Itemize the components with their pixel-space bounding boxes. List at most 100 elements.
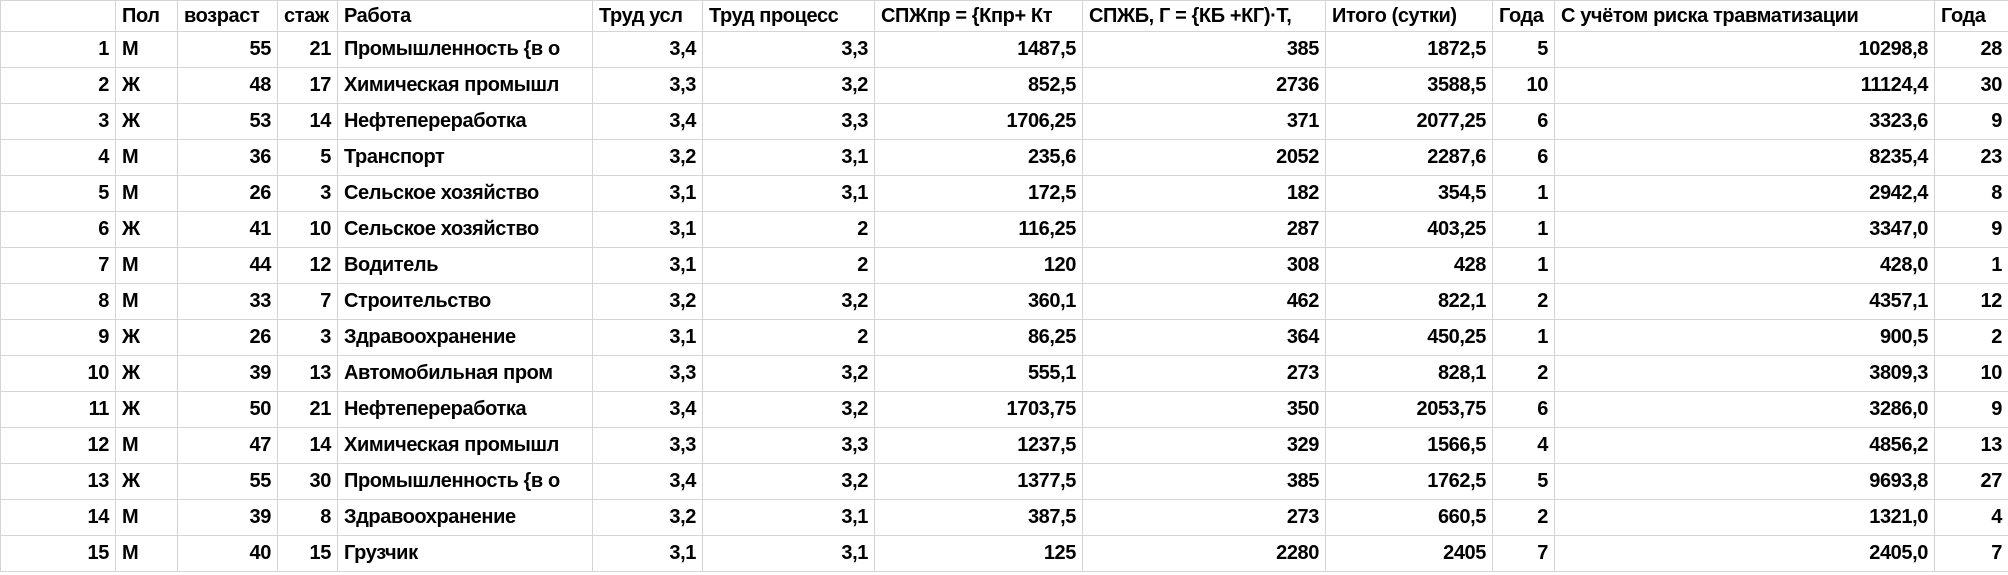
cell[interactable]: 21 bbox=[277, 391, 338, 428]
cell[interactable]: 1566,5 bbox=[1325, 427, 1493, 464]
column-header[interactable]: Труд процесс bbox=[702, 0, 875, 32]
cell[interactable]: 8235,4 bbox=[1554, 139, 1935, 176]
cell[interactable]: 2 bbox=[1934, 319, 2008, 356]
cell[interactable]: 1 bbox=[1492, 247, 1555, 284]
cell[interactable]: 2052 bbox=[1082, 139, 1326, 176]
cell[interactable]: 3,3 bbox=[702, 103, 875, 140]
cell[interactable]: 23 bbox=[1934, 139, 2008, 176]
row-number-cell[interactable]: 15 bbox=[0, 535, 116, 572]
cell[interactable]: 1 bbox=[1492, 211, 1555, 248]
cell[interactable]: 822,1 bbox=[1325, 283, 1493, 320]
cell[interactable]: 350 bbox=[1082, 391, 1326, 428]
cell[interactable]: Ж bbox=[115, 211, 178, 248]
cell[interactable]: Водитель bbox=[337, 247, 593, 284]
cell[interactable]: 3,4 bbox=[592, 103, 703, 140]
cell[interactable]: 3,1 bbox=[702, 139, 875, 176]
cell[interactable]: 3,1 bbox=[592, 211, 703, 248]
cell[interactable]: 329 bbox=[1082, 427, 1326, 464]
cell[interactable]: М bbox=[115, 247, 178, 284]
cell[interactable]: 1237,5 bbox=[874, 427, 1083, 464]
cell[interactable]: Строительство bbox=[337, 283, 593, 320]
cell[interactable]: 3,3 bbox=[592, 67, 703, 104]
cell[interactable]: 555,1 bbox=[874, 355, 1083, 392]
cell[interactable]: 182 bbox=[1082, 175, 1326, 212]
cell[interactable]: 47 bbox=[177, 427, 278, 464]
cell[interactable]: 828,1 bbox=[1325, 355, 1493, 392]
cell[interactable]: 9693,8 bbox=[1554, 463, 1935, 500]
cell[interactable]: 4357,1 bbox=[1554, 283, 1935, 320]
cell[interactable]: 41 bbox=[177, 211, 278, 248]
cell[interactable]: 4856,2 bbox=[1554, 427, 1935, 464]
cell[interactable]: 450,25 bbox=[1325, 319, 1493, 356]
cell[interactable]: 3,2 bbox=[592, 139, 703, 176]
row-number-cell[interactable]: 14 bbox=[0, 499, 116, 536]
cell[interactable]: 2053,75 bbox=[1325, 391, 1493, 428]
cell[interactable]: 3,3 bbox=[592, 427, 703, 464]
cell[interactable]: 8 bbox=[277, 499, 338, 536]
cell[interactable]: 287 bbox=[1082, 211, 1326, 248]
cell[interactable]: 6 bbox=[1492, 391, 1555, 428]
cell[interactable]: 2405 bbox=[1325, 535, 1493, 572]
cell[interactable]: 360,1 bbox=[874, 283, 1083, 320]
row-number-cell[interactable]: 12 bbox=[0, 427, 116, 464]
cell[interactable]: 3,1 bbox=[592, 319, 703, 356]
cell[interactable]: 273 bbox=[1082, 499, 1326, 536]
cell[interactable]: 2287,6 bbox=[1325, 139, 1493, 176]
cell[interactable]: 10298,8 bbox=[1554, 31, 1935, 68]
cell[interactable]: 273 bbox=[1082, 355, 1326, 392]
cell[interactable]: Ж bbox=[115, 463, 178, 500]
cell[interactable]: 2942,4 bbox=[1554, 175, 1935, 212]
cell[interactable]: Сельское хозяйство bbox=[337, 175, 593, 212]
cell[interactable]: Грузчик bbox=[337, 535, 593, 572]
cell[interactable]: 55 bbox=[177, 31, 278, 68]
column-header[interactable]: Года bbox=[1934, 0, 2008, 32]
cell[interactable]: 4 bbox=[1934, 499, 2008, 536]
cell[interactable]: 26 bbox=[177, 319, 278, 356]
cell[interactable]: 428 bbox=[1325, 247, 1493, 284]
cell[interactable]: 3323,6 bbox=[1554, 103, 1935, 140]
cell[interactable]: 26 bbox=[177, 175, 278, 212]
column-header[interactable]: стаж bbox=[277, 0, 338, 32]
cell[interactable]: 403,25 bbox=[1325, 211, 1493, 248]
cell[interactable]: 28 bbox=[1934, 31, 2008, 68]
row-number-cell[interactable]: 11 bbox=[0, 391, 116, 428]
cell[interactable]: 1 bbox=[1492, 175, 1555, 212]
cell[interactable]: 2405,0 bbox=[1554, 535, 1935, 572]
cell[interactable]: 44 bbox=[177, 247, 278, 284]
cell[interactable]: 3588,5 bbox=[1325, 67, 1493, 104]
cell[interactable]: 3,4 bbox=[592, 391, 703, 428]
cell[interactable]: 2 bbox=[1492, 283, 1555, 320]
cell[interactable]: 9 bbox=[1934, 391, 2008, 428]
cell[interactable]: Промышленность {в о bbox=[337, 31, 593, 68]
cell[interactable]: 3,2 bbox=[592, 499, 703, 536]
cell[interactable]: 39 bbox=[177, 499, 278, 536]
cell[interactable]: 2 bbox=[702, 319, 875, 356]
cell[interactable]: 2 bbox=[702, 247, 875, 284]
cell[interactable]: 1 bbox=[1934, 247, 2008, 284]
cell[interactable]: 3,2 bbox=[702, 463, 875, 500]
cell[interactable]: Ж bbox=[115, 103, 178, 140]
cell[interactable]: 14 bbox=[277, 427, 338, 464]
cell[interactable]: 13 bbox=[277, 355, 338, 392]
cell[interactable]: 2 bbox=[702, 211, 875, 248]
cell[interactable]: 6 bbox=[1492, 139, 1555, 176]
cell[interactable]: Ж bbox=[115, 67, 178, 104]
cell[interactable]: 39 bbox=[177, 355, 278, 392]
cell[interactable]: 900,5 bbox=[1554, 319, 1935, 356]
cell[interactable]: 53 bbox=[177, 103, 278, 140]
cell[interactable]: 50 bbox=[177, 391, 278, 428]
cell[interactable]: 660,5 bbox=[1325, 499, 1493, 536]
cell[interactable]: 1872,5 bbox=[1325, 31, 1493, 68]
cell[interactable]: 3,2 bbox=[702, 355, 875, 392]
cell[interactable]: 3,3 bbox=[702, 31, 875, 68]
cell[interactable]: Сельское хозяйство bbox=[337, 211, 593, 248]
cell[interactable]: 17 bbox=[277, 67, 338, 104]
cell[interactable]: 14 bbox=[277, 103, 338, 140]
cell[interactable]: 12 bbox=[1934, 283, 2008, 320]
cell[interactable]: 3347,0 bbox=[1554, 211, 1935, 248]
cell[interactable]: М bbox=[115, 283, 178, 320]
cell[interactable]: 3,3 bbox=[592, 355, 703, 392]
column-header[interactable]: Работа bbox=[337, 0, 593, 32]
cell[interactable]: 308 bbox=[1082, 247, 1326, 284]
row-number-cell[interactable]: 8 bbox=[0, 283, 116, 320]
